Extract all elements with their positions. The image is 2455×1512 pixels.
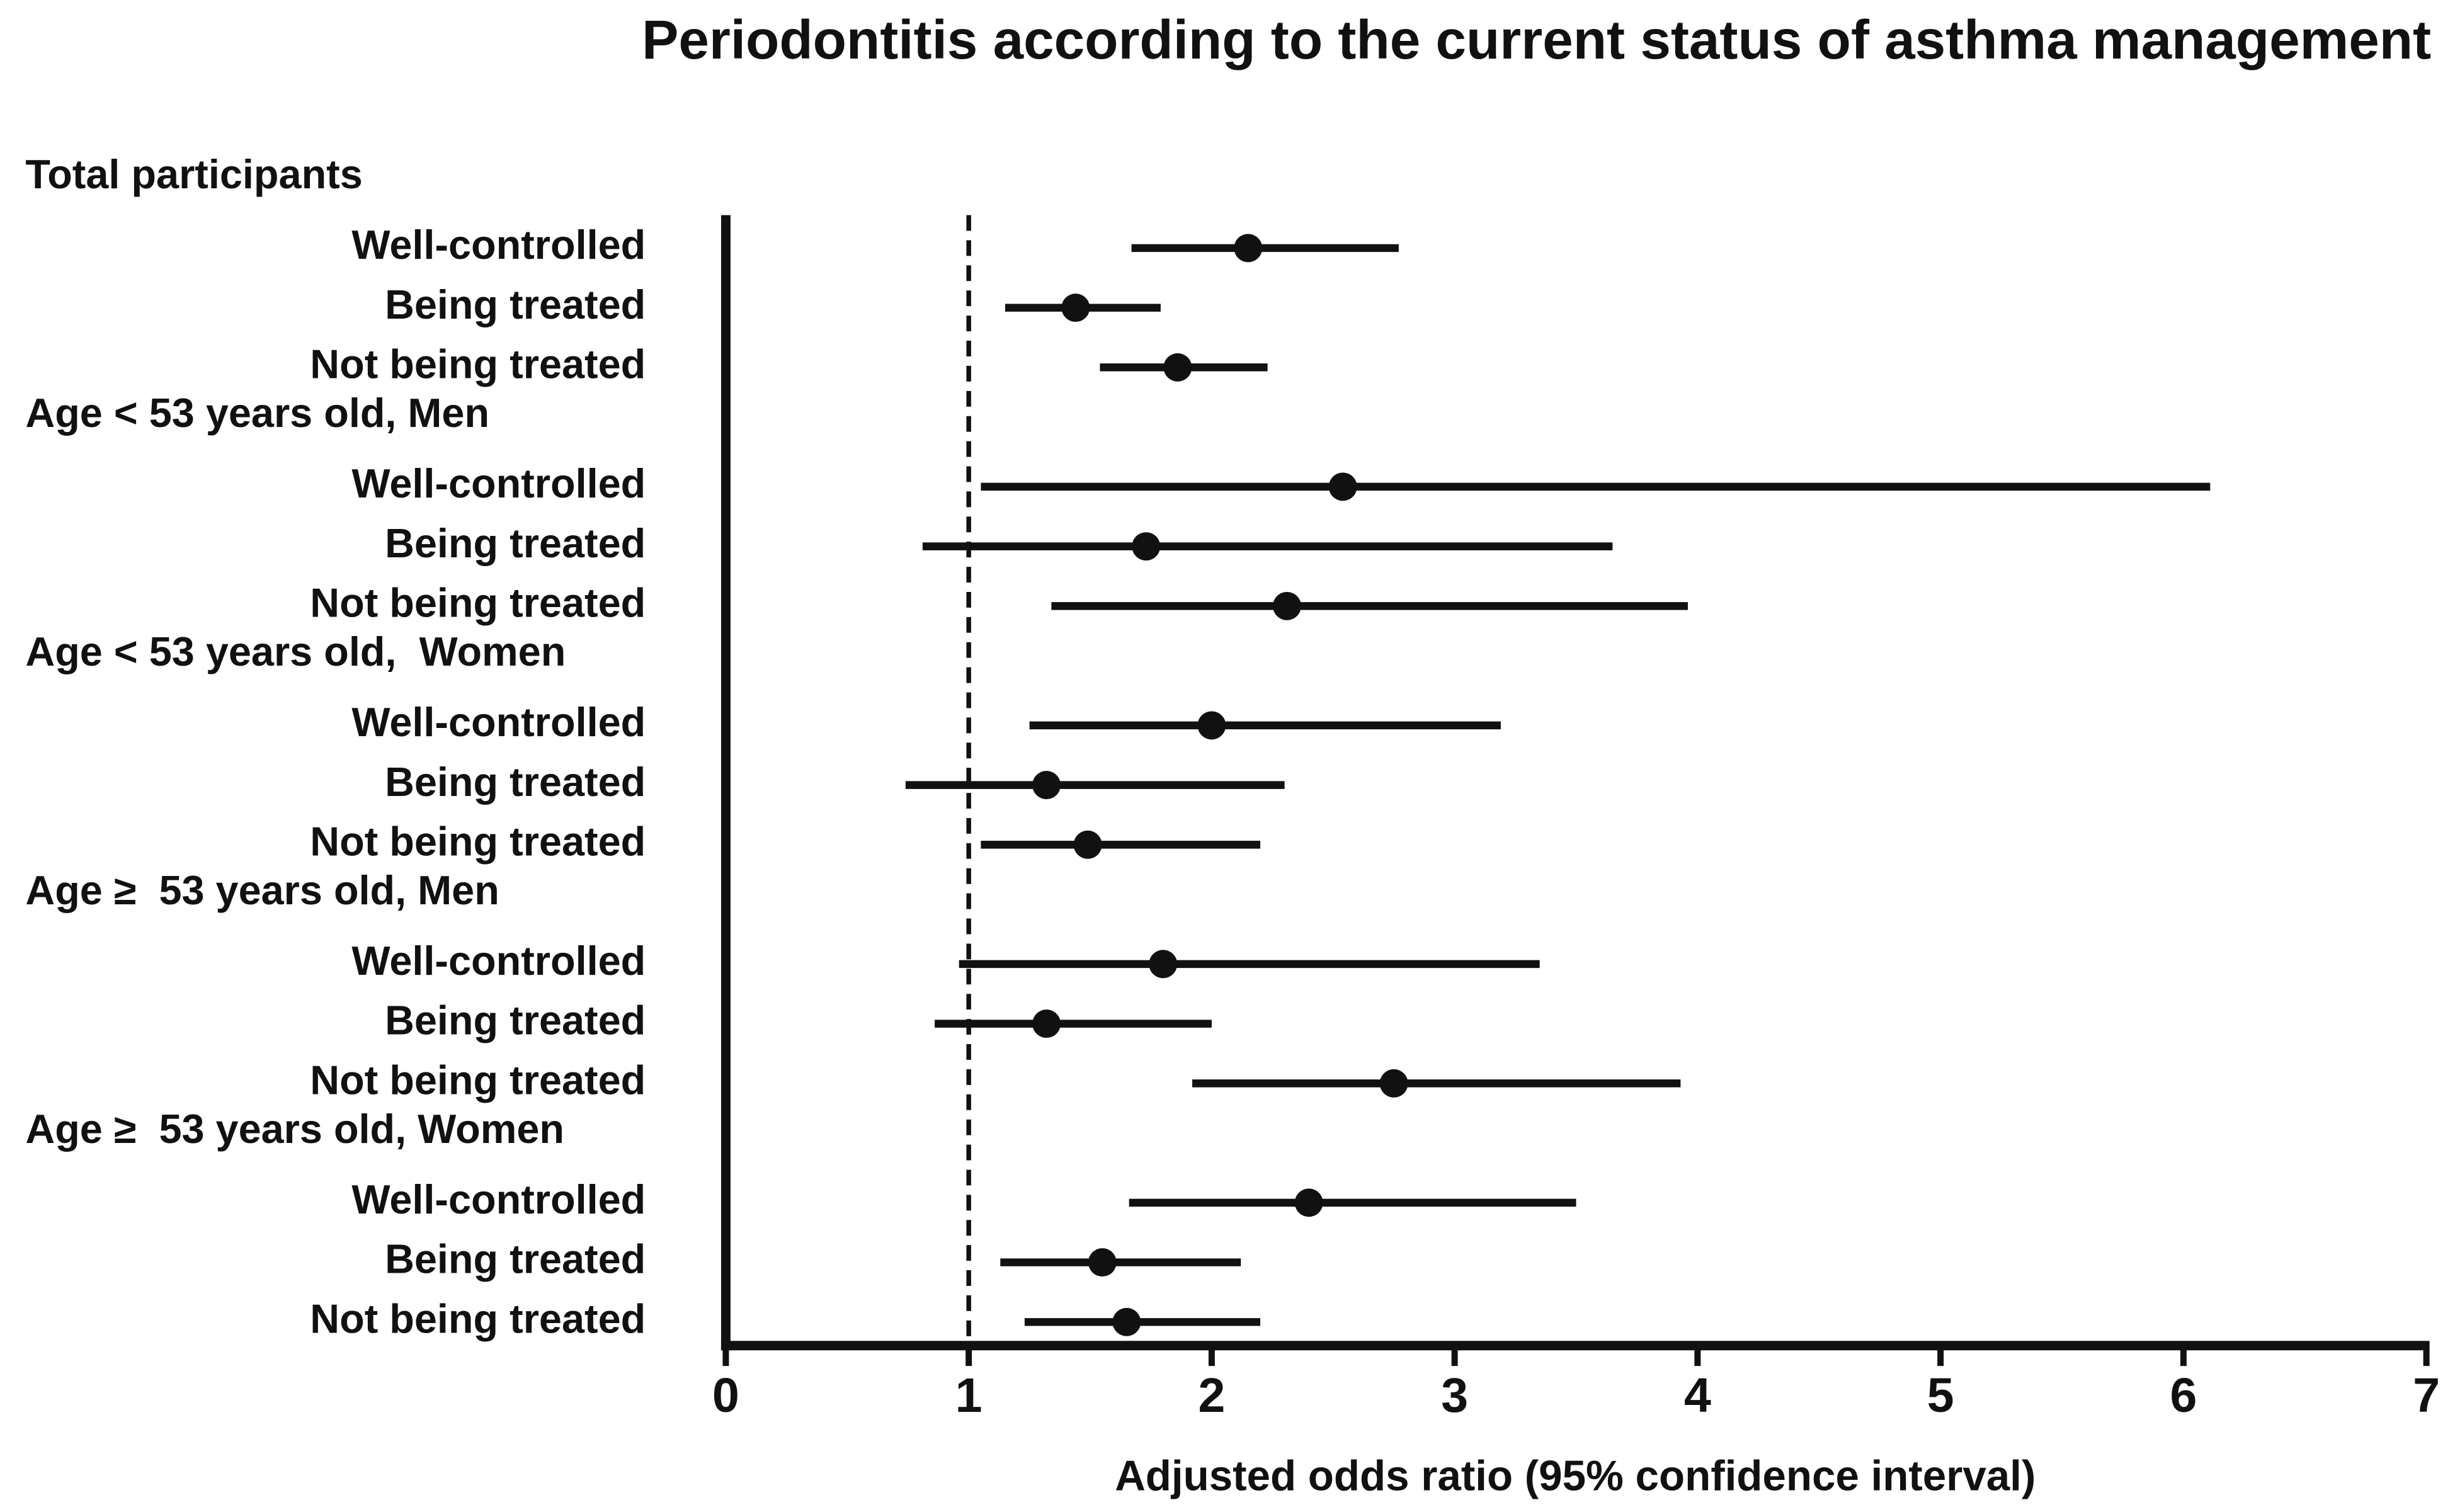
- row-label: Being treated: [385, 520, 646, 566]
- estimate-point: [1328, 472, 1357, 501]
- x-tick-label: 1: [955, 1368, 983, 1423]
- row-label: Well-controlled: [351, 222, 646, 268]
- row-label: Well-controlled: [351, 460, 646, 506]
- chart-title: Periodontitis according to the current s…: [642, 9, 2431, 71]
- row-label: Not being treated: [310, 580, 646, 626]
- estimate-point: [1032, 771, 1061, 800]
- group-label: Age < 53 years old, Women: [25, 628, 566, 674]
- estimate-point: [1163, 353, 1192, 382]
- row-label: Not being treated: [310, 341, 646, 387]
- estimate-point: [1132, 532, 1161, 561]
- row-label: Not being treated: [310, 818, 646, 864]
- estimate-point: [1234, 234, 1263, 263]
- x-tick-label: 6: [2170, 1368, 2197, 1423]
- x-axis-title: Adjusted odds ratio (95% confidence inte…: [1115, 1452, 2036, 1499]
- estimate-point: [1379, 1069, 1408, 1098]
- estimate-point: [1273, 591, 1301, 620]
- row-label: Being treated: [385, 281, 646, 327]
- x-tick-label: 2: [1198, 1368, 1225, 1423]
- row-label: Being treated: [385, 998, 646, 1043]
- row-label: Being treated: [385, 759, 646, 805]
- x-tick-label: 5: [1927, 1368, 1954, 1423]
- estimate-point: [1294, 1188, 1323, 1217]
- row-label: Being treated: [385, 1236, 646, 1282]
- row-label: Not being treated: [310, 1295, 646, 1341]
- x-tick-label: 3: [1441, 1368, 1468, 1423]
- group-label: Age ≥ 53 years old, Women: [25, 1106, 564, 1152]
- group-label: Age ≥ 53 years old, Men: [25, 867, 499, 913]
- row-label: Well-controlled: [351, 1176, 646, 1222]
- estimate-point: [1088, 1248, 1117, 1277]
- group-label: Total participants: [25, 151, 362, 197]
- estimate-point: [1149, 950, 1178, 979]
- row-label: Not being treated: [310, 1057, 646, 1103]
- x-tick-label: 0: [712, 1368, 739, 1423]
- estimate-point: [1061, 293, 1090, 322]
- estimate-point: [1073, 830, 1102, 859]
- estimate-point: [1112, 1307, 1141, 1336]
- estimate-point: [1032, 1009, 1061, 1038]
- estimate-point: [1197, 711, 1226, 740]
- row-label: Well-controlled: [351, 699, 646, 745]
- group-label: Age < 53 years old, Men: [25, 390, 489, 436]
- row-label: Well-controlled: [351, 938, 646, 984]
- x-tick-label: 4: [1684, 1368, 1711, 1423]
- x-tick-label: 7: [2413, 1368, 2440, 1423]
